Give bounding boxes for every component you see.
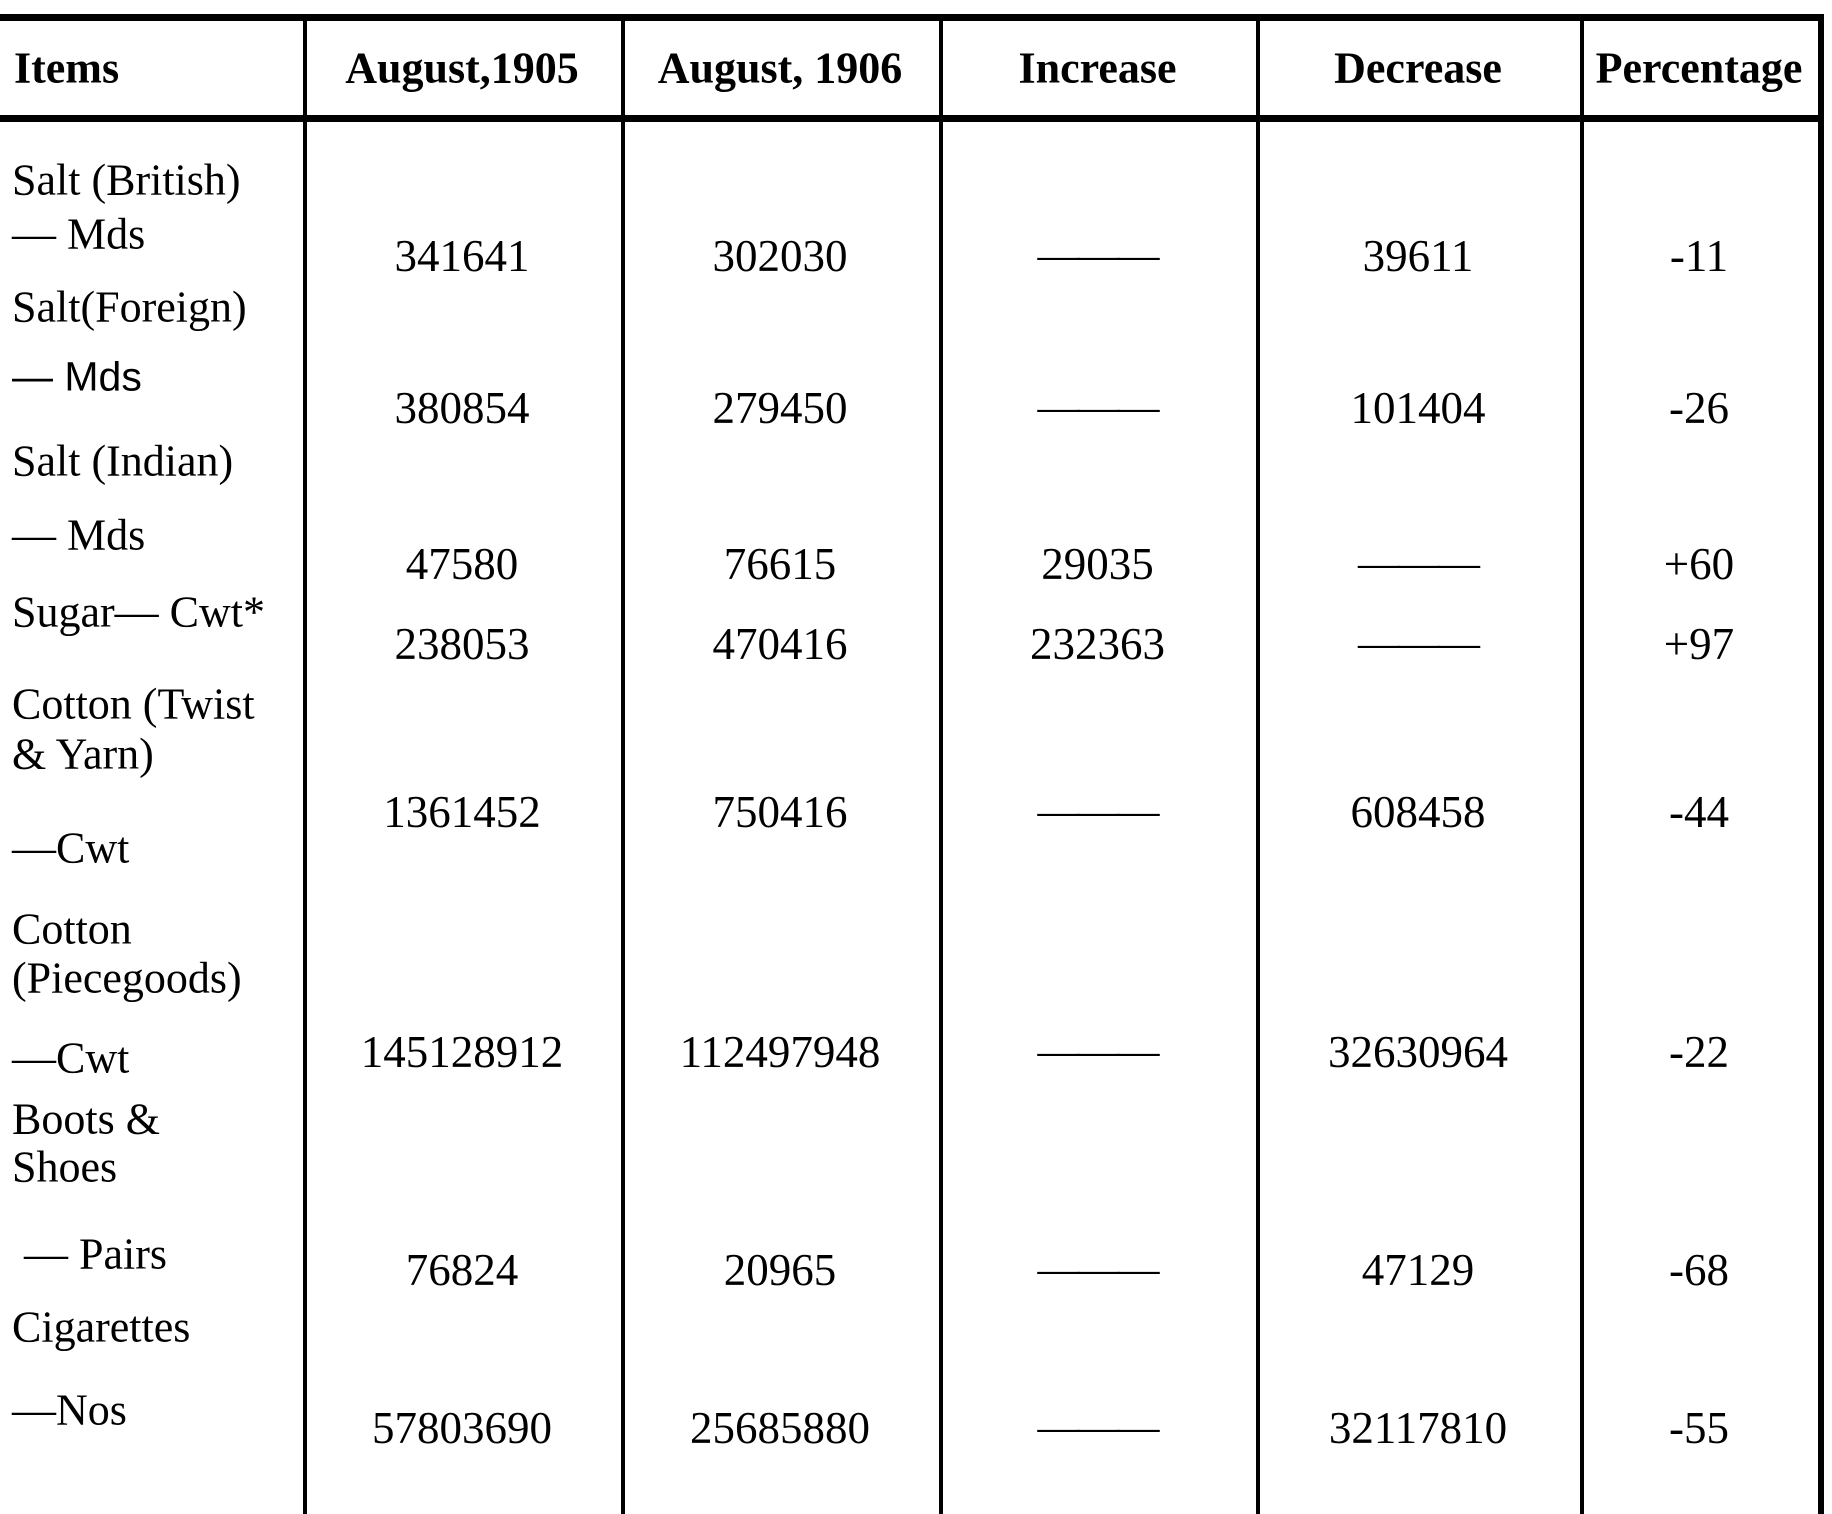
column-header-increase: Increase <box>1018 43 1177 93</box>
cell-r6-aug1906: 112497948 <box>679 1027 881 1077</box>
cell-r4-aug1905: 238053 <box>394 619 530 669</box>
item-unit: — Mds <box>12 510 146 560</box>
item-label: (Piecegoods) <box>12 953 242 1003</box>
cell-r4-increase: 232363 <box>1030 619 1165 669</box>
cell-r8-percentage: -55 <box>1669 1403 1729 1453</box>
divider-aug1905-aug1906 <box>621 14 625 1514</box>
item-unit: —Nos <box>12 1385 127 1435</box>
cell-r3-aug1906: 76615 <box>723 539 837 589</box>
column-decrease: 39611 101404 ——— ——— 608458 32630964 471… <box>1256 0 1580 1514</box>
table-right-border <box>1818 14 1824 1514</box>
cell-r6-aug1905: 145128912 <box>360 1027 564 1077</box>
column-header-aug1905: August,1905 <box>345 43 579 93</box>
table-top-border <box>0 14 1824 21</box>
cell-r1-aug1906: 302030 <box>712 231 848 281</box>
cell-r8-decrease: 32117810 <box>1328 1403 1508 1453</box>
column-aug1906: 302030 279450 76615 470416 750416 112497… <box>621 0 939 1514</box>
item-label: Boots & <box>12 1094 160 1144</box>
cell-r4-decrease: ——— <box>1358 621 1480 667</box>
cell-r2-increase: ——— <box>1037 385 1160 431</box>
cell-r5-aug1906: 750416 <box>712 787 848 837</box>
column-header-aug1906: August, 1906 <box>657 43 903 93</box>
item-unit: —Cwt <box>12 823 130 873</box>
cell-r3-increase: 29035 <box>1041 539 1154 589</box>
column-increase: ——— ——— 29035 232363 ——— ——— ——— ——— <box>939 0 1256 1514</box>
cell-r8-increase: ——— <box>1037 1405 1160 1451</box>
item-unit: — Mds <box>12 209 146 259</box>
cell-r5-aug1905: 1361452 <box>383 787 541 837</box>
cell-r2-aug1905: 380854 <box>394 383 530 433</box>
cell-r7-increase: ——— <box>1037 1247 1160 1293</box>
cell-r3-aug1905: 47580 <box>405 539 519 589</box>
cell-r6-decrease: 32630964 <box>1328 1027 1508 1077</box>
cell-r7-aug1906: 20965 <box>723 1245 837 1295</box>
column-header-percentage: Percentage <box>1595 43 1803 93</box>
cell-r4-aug1906: 470416 <box>712 619 848 669</box>
cell-r7-percentage: -68 <box>1669 1245 1729 1295</box>
item-label: Salt (British) <box>12 155 241 205</box>
cell-r3-percentage: +60 <box>1663 539 1735 589</box>
item-unit: — Pairs <box>24 1229 167 1279</box>
item-label: Cotton (Twist <box>12 679 255 729</box>
column-percentage: -11 -26 +60 +97 -44 -22 -68 -55 <box>1580 0 1818 1514</box>
column-header-decrease: Decrease <box>1334 43 1502 93</box>
column-items: Salt (British) — Mds Salt(Foreign) — Mds… <box>0 0 303 1514</box>
column-aug1905: 341641 380854 47580 238053 1361452 14512… <box>303 0 621 1514</box>
cell-r8-aug1906: 25685880 <box>690 1403 870 1453</box>
item-label: Sugar— Cwt* <box>12 587 265 637</box>
cell-r1-percentage: -11 <box>1669 231 1729 281</box>
divider-decrease-percentage <box>1580 14 1584 1514</box>
cell-r1-decrease: 39611 <box>1362 231 1474 281</box>
cell-r6-increase: ——— <box>1037 1029 1160 1075</box>
item-label: Cotton <box>12 904 132 954</box>
cell-r5-increase: ——— <box>1037 789 1160 835</box>
cell-r7-aug1905: 76824 <box>405 1245 519 1295</box>
item-label: Cigarettes <box>12 1302 191 1352</box>
item-label: & Yarn) <box>12 729 154 779</box>
cell-r3-decrease: ——— <box>1358 541 1480 587</box>
cell-r1-increase: ——— <box>1037 233 1160 279</box>
cell-r1-aug1905: 341641 <box>394 231 530 281</box>
item-unit: — Mds <box>12 353 142 400</box>
divider-items-aug1905 <box>303 14 307 1514</box>
cell-r2-aug1906: 279450 <box>712 383 848 433</box>
cell-r4-percentage: +97 <box>1663 619 1735 669</box>
cell-r5-percentage: -44 <box>1669 787 1729 837</box>
item-label: Shoes <box>12 1142 118 1192</box>
item-label: Salt (Indian) <box>12 436 234 486</box>
cell-r2-decrease: 101404 <box>1350 383 1486 433</box>
cell-r2-percentage: -26 <box>1669 383 1729 433</box>
cell-r7-decrease: 47129 <box>1361 1245 1475 1295</box>
item-unit: —Cwt <box>12 1033 130 1083</box>
header-bottom-border <box>0 115 1824 122</box>
column-header-items: Items <box>14 43 120 93</box>
cell-r5-decrease: 608458 <box>1350 787 1486 837</box>
item-label: Salt(Foreign) <box>12 282 247 332</box>
cell-r6-percentage: -22 <box>1669 1027 1729 1077</box>
divider-aug1906-increase <box>939 14 943 1514</box>
cell-r8-aug1905: 57803690 <box>372 1403 552 1453</box>
divider-increase-decrease <box>1256 14 1260 1514</box>
